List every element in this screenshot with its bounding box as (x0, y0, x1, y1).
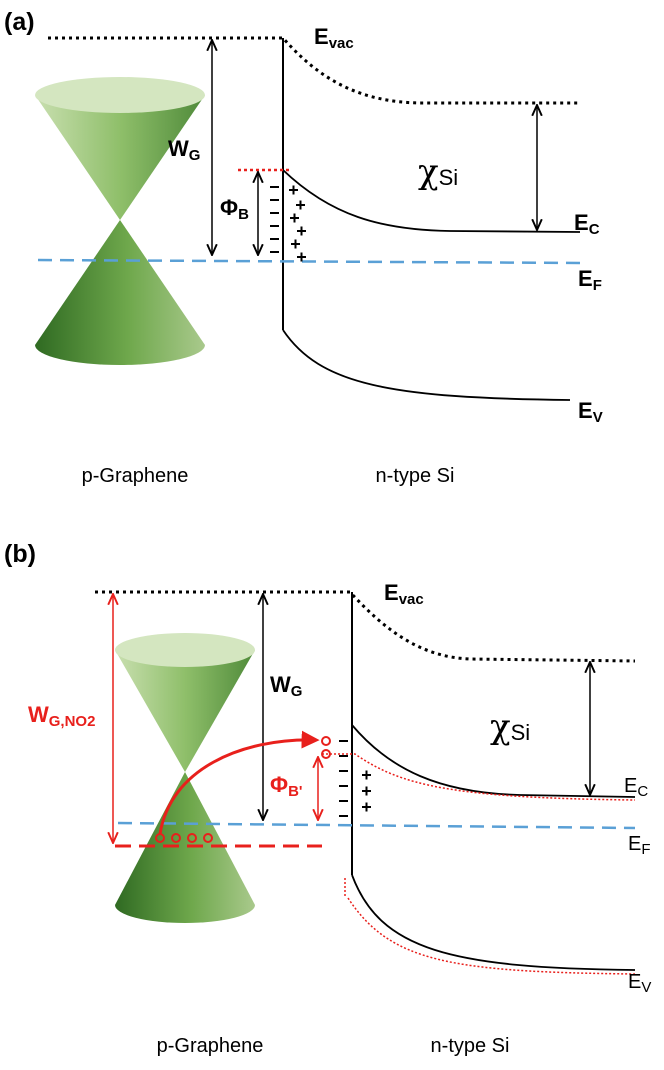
label-sub: V (593, 409, 603, 426)
label-sub: F (593, 277, 602, 294)
label-sub: C (589, 221, 600, 238)
affinity-label: χSi (490, 707, 530, 747)
label-main: E (314, 24, 329, 49)
label-main: W (270, 672, 291, 697)
panel-a: (a) Evac WG ΦB χSi EC EF EV p-Graphene n… (4, 8, 603, 487)
label-sub: B' (288, 783, 302, 800)
label-main: E (574, 210, 589, 235)
cone-top (115, 633, 255, 667)
vacuum-label: Evac (314, 24, 354, 52)
panel-tag: (a) (4, 8, 35, 36)
valence-band (351, 874, 636, 971)
label-main: Φ (270, 772, 288, 797)
electron-transfer-arrow (158, 730, 320, 835)
barrier-label: ΦB' (270, 772, 302, 800)
vacuum-label: Evac (384, 580, 424, 608)
label-sub: B (238, 206, 249, 223)
work-function-label: WG (270, 672, 302, 700)
work-function-label: WG (168, 136, 200, 164)
label-main: W (168, 136, 189, 161)
label-sub: V (641, 979, 651, 996)
panel-b: (b) Evac WG WG,NO2 ΦB' χSi EC EF EV p-Gr… (4, 540, 651, 1057)
right-caption: n-type Si (431, 1035, 510, 1057)
vacuum-level (48, 36, 580, 105)
label-main: E (628, 833, 641, 855)
label-main: E (628, 971, 641, 993)
upper-cone (115, 650, 255, 772)
left-caption: p-Graphene (157, 1035, 264, 1057)
holes (155, 736, 331, 843)
label-sub: Si (511, 720, 531, 745)
label-sub: vac (399, 591, 424, 608)
right-caption: n-type Si (376, 465, 455, 487)
fermi-level (117, 821, 636, 830)
conduction-label: EC (624, 775, 648, 800)
left-caption: p-Graphene (82, 465, 189, 487)
upper-cone (35, 95, 205, 220)
label-main: E (624, 775, 637, 797)
vacuum-level (95, 590, 636, 663)
lower-cone (35, 220, 205, 365)
label-sub: G (291, 683, 303, 700)
lower-cone (115, 772, 255, 923)
label-main: χ (490, 707, 511, 747)
conduction-label: EC (574, 210, 600, 238)
label-main: χ (418, 152, 439, 192)
fermi-level (37, 258, 581, 265)
label-sub: G (189, 147, 201, 164)
label-main: E (578, 266, 593, 291)
label-main: E (384, 580, 399, 605)
shifted-conduction-band (322, 753, 636, 801)
valence-label: EV (578, 398, 603, 426)
label-sub: C (637, 783, 648, 800)
shifted-valence-band (344, 878, 636, 975)
conduction-band (282, 169, 581, 233)
fermi-label: EF (578, 266, 602, 294)
valence-label: EV (628, 971, 651, 996)
barrier-label: ΦB (220, 195, 249, 223)
label-sub: F (641, 841, 650, 858)
label-sub: Si (439, 165, 459, 190)
charges (339, 740, 371, 817)
valence-band (282, 329, 571, 401)
label-main: E (578, 398, 593, 423)
fermi-label: EF (628, 833, 651, 858)
label-sub: vac (329, 35, 354, 52)
label-sub: G,NO2 (49, 713, 96, 730)
affinity-label: χSi (418, 152, 458, 192)
conduction-band (351, 724, 636, 798)
panel-tag: (b) (4, 540, 36, 568)
shifted-work-function-label: WG,NO2 (28, 702, 95, 730)
label-main: Φ (220, 195, 238, 220)
label-main: W (28, 702, 49, 727)
charges (270, 185, 306, 262)
cone-top (35, 77, 205, 113)
